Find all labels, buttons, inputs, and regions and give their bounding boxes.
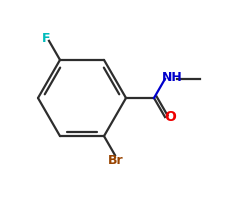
- Text: NH: NH: [162, 71, 182, 84]
- Text: O: O: [164, 110, 176, 124]
- Text: Br: Br: [108, 154, 124, 167]
- Text: F: F: [42, 32, 50, 45]
